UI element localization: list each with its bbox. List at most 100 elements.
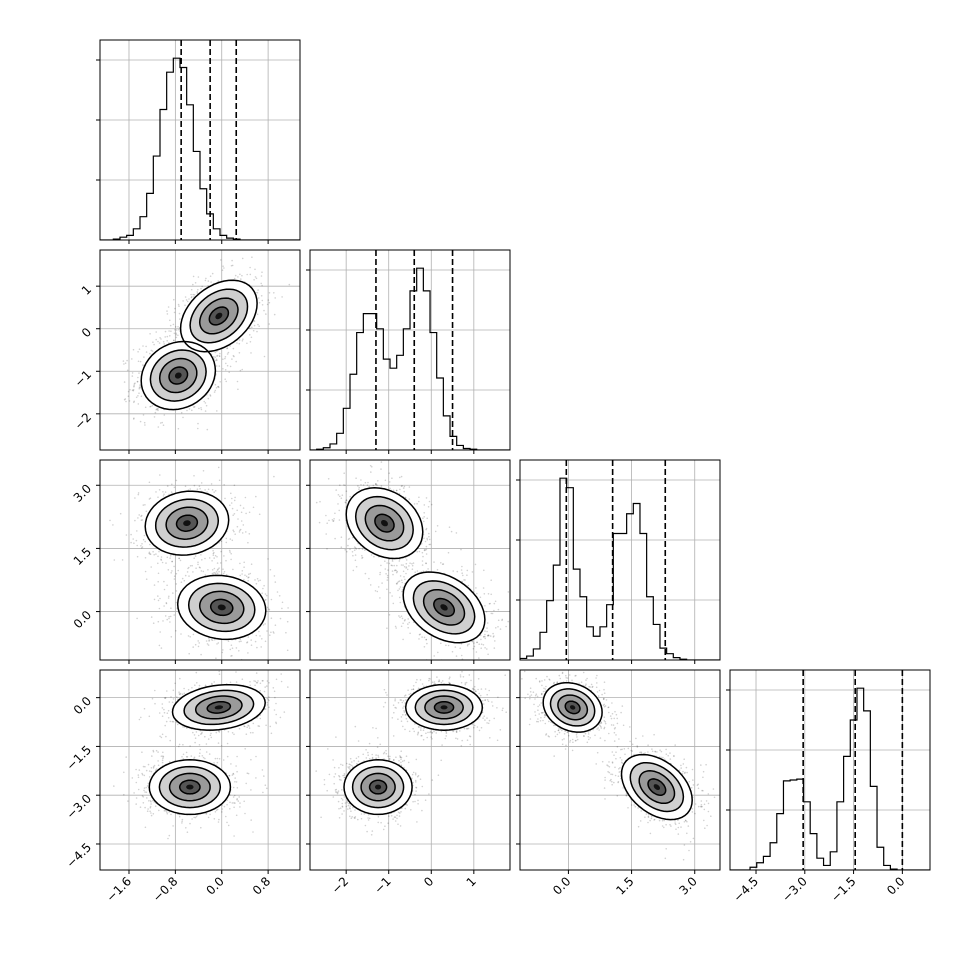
sample-point: [263, 309, 265, 312]
sample-point: [235, 647, 238, 649]
sample-point: [213, 491, 215, 493]
sample-point: [425, 497, 428, 499]
sample-point: [425, 527, 428, 530]
sample-point: [229, 345, 231, 347]
sample-point: [354, 554, 357, 556]
sample-point: [174, 329, 176, 331]
sample-point: [141, 546, 144, 548]
sample-point: [187, 489, 190, 491]
sample-point: [240, 278, 242, 280]
sample-point: [173, 486, 176, 489]
sample-point: [210, 483, 213, 485]
sample-point: [174, 307, 176, 310]
sample-point: [256, 646, 258, 649]
sample-point: [231, 264, 234, 267]
sample-point: [213, 638, 216, 641]
density-level: [215, 312, 223, 320]
sample-point: [142, 414, 145, 416]
contour-line: [175, 514, 199, 532]
sample-point: [233, 513, 236, 515]
sample-point: [137, 403, 140, 405]
sample-point: [178, 557, 180, 560]
sample-point: [224, 356, 227, 358]
sample-point: [166, 584, 168, 587]
sample-point: [170, 491, 173, 493]
sample-point: [420, 543, 423, 545]
sample-point: [197, 640, 199, 642]
sample-point: [391, 570, 394, 572]
sample-point: [364, 549, 366, 551]
sample-point: [318, 521, 321, 524]
sample-point: [493, 635, 495, 637]
sample-point: [232, 514, 234, 516]
sample-point: [255, 277, 258, 280]
sample-point: [164, 330, 167, 333]
panel-frame: [99, 39, 301, 241]
sample-point: [204, 279, 207, 282]
sample-point: [274, 581, 277, 583]
sample-point: [186, 300, 189, 303]
sample-point: [261, 592, 264, 594]
sample-point: [233, 499, 236, 502]
sample-point: [223, 555, 225, 557]
sample-point: [211, 488, 214, 491]
sample-point: [225, 574, 228, 576]
density-level: [217, 604, 226, 611]
sample-point: [352, 536, 354, 539]
sample-point: [403, 576, 405, 578]
sample-point: [149, 333, 151, 335]
sample-point: [170, 607, 172, 609]
sample-point: [197, 645, 200, 648]
sample-point: [198, 566, 201, 568]
sample-point: [425, 562, 427, 565]
sample-point: [249, 266, 251, 269]
sample-point: [137, 492, 140, 494]
sample-point: [169, 324, 172, 327]
sample-point: [184, 574, 187, 577]
sample-point: [251, 256, 253, 259]
sample-point: [266, 606, 269, 609]
sample-point: [239, 638, 242, 641]
sample-point: [264, 623, 266, 625]
sample-point: [390, 564, 393, 567]
sample-point: [408, 486, 411, 488]
grid-lines: [730, 670, 930, 870]
sample-point: [175, 479, 178, 482]
sample-point: [193, 294, 196, 296]
sample-point: [198, 485, 201, 488]
sample-point: [240, 520, 243, 522]
sample-point: [235, 360, 237, 363]
sample-point: [169, 621, 171, 623]
sample-point: [492, 636, 495, 638]
sample-point: [258, 630, 260, 633]
sample-point: [164, 336, 166, 338]
sample-point: [288, 283, 291, 286]
sample-point: [326, 548, 328, 550]
sample-point: [218, 479, 221, 482]
sample-point: [216, 355, 218, 357]
sample-point: [245, 531, 247, 533]
sample-point: [137, 376, 139, 379]
sample-point: [173, 578, 176, 580]
sample-point: [388, 472, 391, 475]
sample-point: [169, 557, 171, 559]
sample-point: [168, 493, 170, 496]
sample-point: [151, 404, 154, 407]
sample-point: [171, 560, 173, 563]
sample-point: [421, 560, 424, 562]
sample-point: [440, 562, 442, 564]
sample-point: [487, 653, 489, 656]
sample-point: [388, 562, 391, 565]
sample-point: [492, 632, 494, 635]
sample-point: [149, 405, 151, 408]
sample-point: [255, 634, 258, 637]
sample-point: [175, 329, 178, 331]
sample-point: [493, 602, 496, 605]
histogram-step-line: [520, 477, 720, 660]
sample-point: [213, 557, 215, 559]
sample-point: [319, 500, 321, 503]
sample-point: [119, 512, 122, 515]
sample-point: [158, 342, 161, 344]
sample-point: [230, 655, 232, 657]
sample-point: [166, 618, 168, 621]
